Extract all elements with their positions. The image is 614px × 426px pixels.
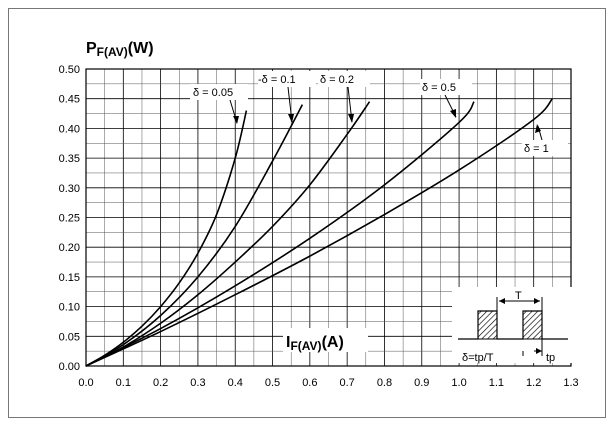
inset-tp-label: tp [546, 352, 555, 364]
x-tick-label: 0.9 [414, 377, 429, 389]
x-tick-labels: 0.0 0.1 0.2 0.3 0.4 0.5 0.6 0.7 0.8 0.9 1.0 1.1 1.2 1… [78, 377, 578, 389]
inset-period-label: T [515, 290, 522, 302]
svg-text:IF(AV)(A): IF(AV)(A) [286, 334, 344, 353]
x-tick-label: 0.8 [377, 377, 392, 389]
svg-text:-δ = 0.1: -δ = 0.1 [258, 74, 296, 86]
y-axis-title: PF(AV)(W) [86, 40, 154, 59]
svg-text:δ = 0.5: δ = 0.5 [422, 82, 456, 94]
annotation-d005: δ = 0.05 [190, 84, 248, 124]
x-tick-label: 0.3 [190, 377, 205, 389]
inset-waveform: T δ=tp/T tp [452, 287, 574, 364]
x-tick-label: 0.6 [302, 377, 317, 389]
svg-text:δ = 0.2: δ = 0.2 [320, 74, 354, 86]
x-tick-label: 1.1 [489, 377, 504, 389]
series-lines [85, 98, 553, 367]
x-tick-label: 0.5 [265, 377, 280, 389]
annotation-d1: δ = 1 [522, 124, 568, 156]
x-tick-label: 0.0 [78, 377, 93, 389]
svg-text:δ = 0.05: δ = 0.05 [193, 87, 233, 99]
annotation-d02: δ = 0.2 [318, 71, 370, 123]
y-tick-label: 0.00 [59, 361, 80, 373]
x-tick-label: 0.4 [228, 377, 243, 389]
plot-border [85, 68, 572, 367]
y-tick-label: 0.30 [59, 183, 80, 195]
x-tick-label: 1.3 [563, 377, 578, 389]
inset-duty-label: δ=tp/T [462, 352, 494, 364]
x-tick-label: 0.7 [340, 377, 355, 389]
annotation-d05: δ = 0.5 [420, 79, 472, 118]
x-tick-label: 0.1 [116, 377, 131, 389]
series-line-3 [85, 101, 475, 367]
series-line-0 [85, 110, 248, 367]
x-tick-label: 1.2 [526, 377, 541, 389]
x-tick-label: 0.2 [153, 377, 168, 389]
y-tick-label: 0.05 [59, 331, 80, 343]
svg-text:δ = 1: δ = 1 [524, 143, 549, 155]
y-tick-label: 0.50 [59, 64, 80, 76]
y-tick-label: 0.40 [59, 123, 80, 135]
y-tick-label: 0.20 [59, 242, 80, 254]
series-line-2 [85, 101, 371, 367]
y-tick-labels: 0.00 0.05 0.10 0.15 0.20 0.25 0.30 0.35 0.40 0.45… [59, 64, 80, 373]
y-tick-label: 0.10 [59, 302, 80, 314]
x-tick-label: 1.0 [451, 377, 466, 389]
y-tick-label: 0.35 [59, 153, 80, 165]
y-tick-label: 0.45 [59, 94, 80, 106]
x-axis-title: IF(AV)(A) [283, 328, 368, 353]
annotation-d01: -δ = 0.1 [258, 71, 316, 123]
series-line-1 [85, 104, 304, 367]
y-tick-label: 0.25 [59, 213, 80, 225]
series-line-4 [85, 98, 553, 367]
y-tick-label: 0.15 [59, 272, 80, 284]
